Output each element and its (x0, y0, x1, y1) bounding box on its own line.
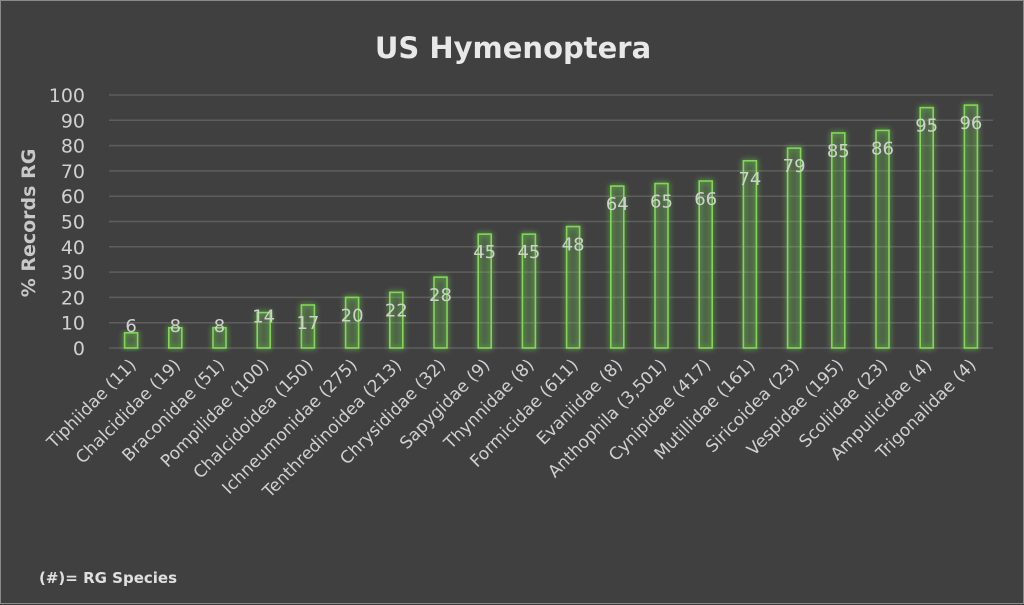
bar (521, 233, 537, 349)
bar (123, 332, 139, 349)
y-tick-label: 60 (61, 186, 85, 208)
bar (609, 185, 625, 349)
chart-title: US Hymenoptera (375, 31, 651, 65)
bar (698, 180, 714, 349)
bar (742, 159, 758, 349)
y-tick-label: 50 (61, 212, 85, 234)
bar (256, 311, 272, 349)
bar (830, 132, 846, 349)
y-tick-label: 90 (61, 110, 85, 132)
y-tick-label: 80 (61, 136, 85, 158)
bar (565, 225, 581, 349)
data-label: 17 (296, 313, 319, 334)
bar (963, 104, 979, 349)
data-label: 22 (385, 300, 408, 321)
data-label: 85 (827, 141, 850, 162)
bar (919, 106, 935, 349)
data-label: 66 (694, 189, 717, 210)
bar (654, 182, 669, 349)
data-label: 8 (170, 316, 181, 337)
data-label: 74 (738, 169, 761, 190)
bar (388, 291, 404, 349)
bar (786, 147, 802, 349)
footnote: (#)= RG Species (39, 569, 177, 587)
data-label: 6 (125, 316, 136, 337)
data-label: 65 (650, 192, 673, 213)
data-label: 45 (517, 242, 540, 263)
y-tick-label: 70 (61, 161, 85, 183)
data-label: 45 (473, 242, 496, 263)
bar (300, 304, 316, 349)
data-label: 64 (606, 194, 629, 215)
data-label: 8 (214, 316, 225, 337)
data-label: 48 (562, 235, 585, 256)
y-tick-label: 40 (61, 237, 85, 259)
data-label: 28 (429, 285, 452, 306)
data-label: 14 (252, 307, 275, 328)
y-tick-label: 10 (61, 313, 85, 335)
y-tick-label: 100 (49, 85, 85, 107)
data-label: 96 (959, 113, 982, 134)
bar (433, 276, 448, 349)
bar (344, 296, 360, 349)
bar (168, 326, 183, 349)
data-label: 79 (783, 156, 806, 177)
y-tick-label: 30 (61, 262, 85, 284)
bar (875, 129, 890, 349)
data-label: 20 (341, 305, 364, 326)
data-label: 95 (915, 116, 938, 137)
y-axis-label: % Records RG (18, 149, 40, 298)
data-label: 86 (871, 138, 894, 159)
y-tick-label: 20 (61, 287, 85, 309)
bar (212, 326, 227, 349)
y-tick-label: 0 (73, 338, 85, 360)
bar (477, 233, 493, 349)
